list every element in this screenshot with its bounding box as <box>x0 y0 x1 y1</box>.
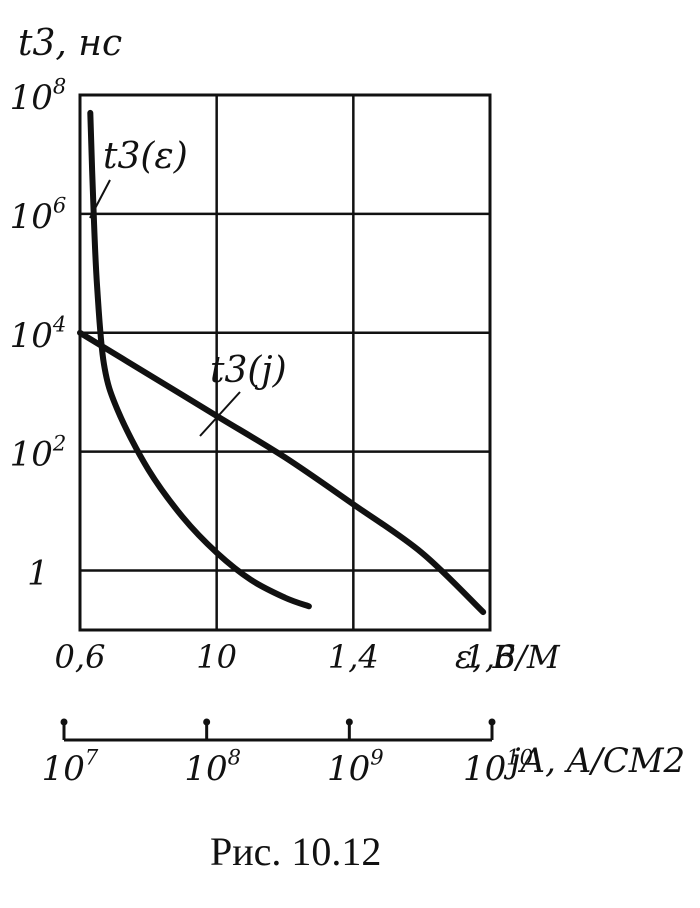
secondary-axis-tick-dot-0 <box>60 718 68 726</box>
x-tick-label-3: 1,6 <box>465 638 516 676</box>
annotation-leader-t-j <box>199 391 241 437</box>
y-tick-label-4: 108 <box>10 74 67 118</box>
secondary-axis-tick-label-1: 108 <box>184 745 241 789</box>
annotation-t-j: t3(j) <box>210 350 287 391</box>
y-tick-label-3: 106 <box>10 193 67 237</box>
plot-area <box>78 93 492 632</box>
secondary-axis-tick-label-2: 109 <box>327 745 384 789</box>
y-tick-label-1: 102 <box>10 430 67 474</box>
series-line-1 <box>77 329 487 616</box>
gridlines <box>80 95 490 630</box>
x-tick-label-0: 0,6 <box>55 638 106 676</box>
secondary-axis-tick-dot-2 <box>345 718 353 726</box>
figure-caption: Рис. 10.12 <box>210 829 381 874</box>
y-tick-label-2: 104 <box>10 311 67 355</box>
secondary-axis-tick-dot-3 <box>488 718 496 726</box>
x-tick-label-1: 10 <box>196 638 237 676</box>
x-axis-label: ε, В/М <box>455 638 561 676</box>
curves <box>77 109 487 616</box>
secondary-axis-tick-label-3: 1010 <box>463 745 533 789</box>
secondary-axis-tick-dot-1 <box>203 718 211 726</box>
y-tick-label-0: 1 <box>27 554 49 594</box>
x-tick-labels: 0,6 10 1,4 1,6 <box>55 638 516 676</box>
secondary-x-axis-label: jA, A/CM2 <box>503 741 685 781</box>
annotation-leader-t-epsilon <box>89 179 111 219</box>
y-axis-label: t3, нс <box>18 23 122 64</box>
annotation-t-epsilon: t3(ε) <box>103 136 188 177</box>
x-tick-label-2: 1,4 <box>328 638 379 676</box>
secondary-axis-tick-label-0: 107 <box>42 745 99 789</box>
series-line-0 <box>87 109 312 610</box>
secondary-x-axis: 107 108 109 1010 <box>42 718 533 789</box>
y-tick-labels: 1 102 104 106 108 <box>10 74 67 594</box>
